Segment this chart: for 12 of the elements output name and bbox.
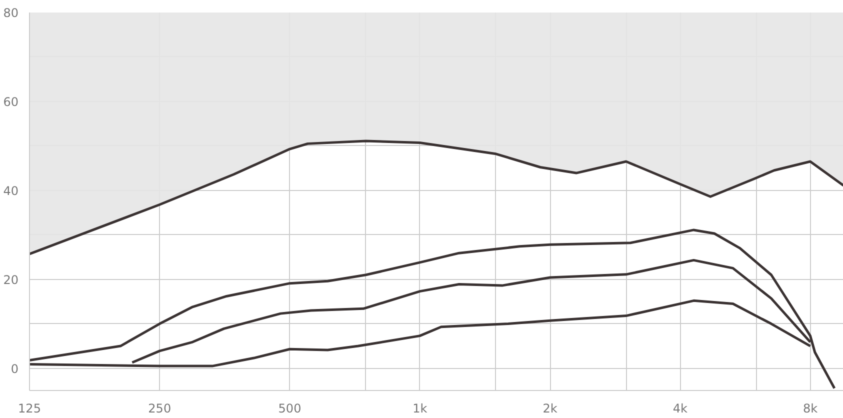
x-tick-label: 8k (802, 402, 818, 416)
x-tick-label: 500 (278, 402, 302, 416)
x-tick-label: 250 (148, 402, 172, 416)
x-tick-label: 1k (412, 402, 428, 416)
y-tick-label: 60 (3, 94, 19, 109)
x-tick-label: 2k (542, 402, 558, 416)
x-tick-label: 125 (18, 402, 41, 416)
y-tick-label: 80 (3, 6, 19, 20)
y-tick-label: 20 (3, 272, 19, 287)
x-tick-label: 4k (672, 402, 688, 416)
y-tick-label: 40 (3, 184, 19, 198)
y-tick-label: 0 (10, 362, 19, 376)
